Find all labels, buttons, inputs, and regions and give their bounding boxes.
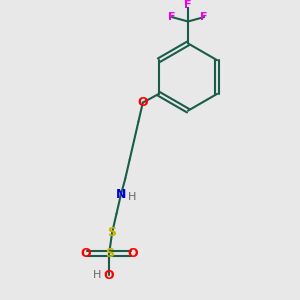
Text: O: O — [127, 247, 138, 260]
Text: S: S — [105, 247, 114, 260]
Text: N: N — [116, 188, 126, 201]
Text: O: O — [104, 269, 115, 282]
Text: H: H — [128, 192, 136, 202]
Text: F: F — [184, 0, 192, 11]
Text: H: H — [93, 270, 102, 280]
Text: O: O — [137, 96, 148, 109]
Text: F: F — [168, 12, 176, 22]
Text: F: F — [200, 12, 208, 22]
Text: S: S — [108, 226, 117, 239]
Text: O: O — [80, 247, 91, 260]
